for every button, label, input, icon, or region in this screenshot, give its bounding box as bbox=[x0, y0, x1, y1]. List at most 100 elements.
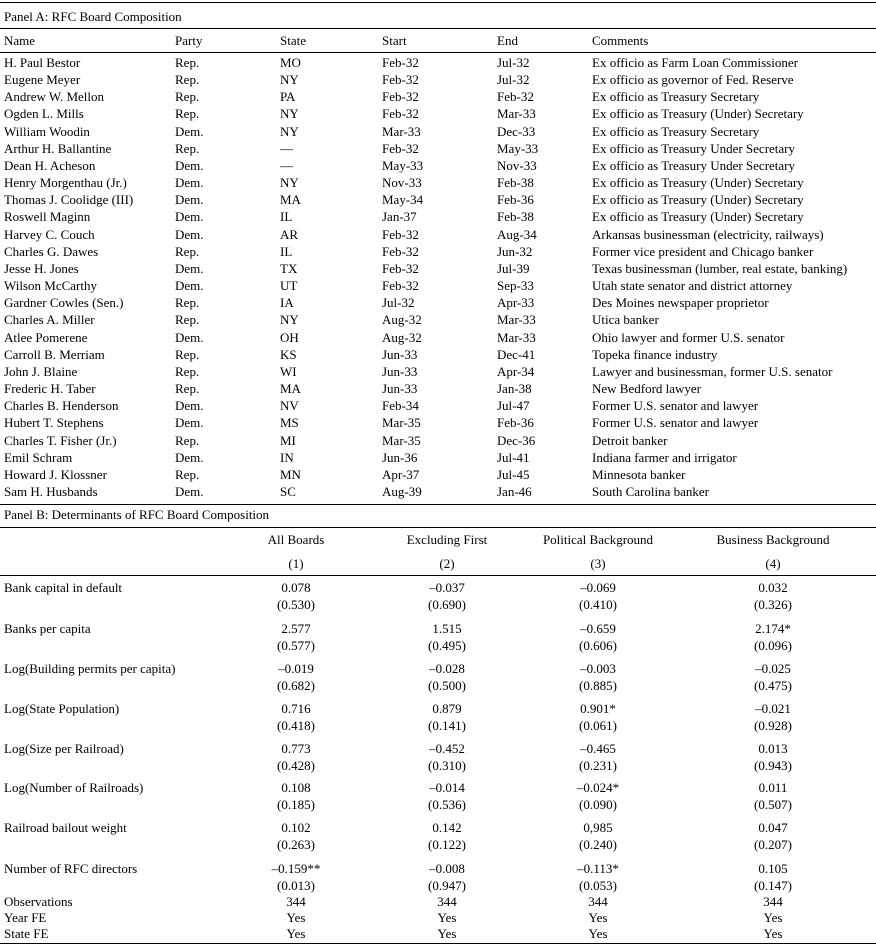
cell: Detroit banker bbox=[592, 432, 668, 448]
cell: Jul-32 bbox=[382, 295, 415, 311]
p-value: (0.090) bbox=[579, 797, 617, 812]
cell: Rep. bbox=[175, 466, 200, 482]
column-header: Political Background bbox=[542, 532, 654, 547]
cell: May-33 bbox=[382, 157, 424, 173]
cell: Yes bbox=[286, 926, 306, 941]
cell: Dec-36 bbox=[497, 432, 536, 448]
cell: TX bbox=[280, 260, 298, 276]
cell: Aug-39 bbox=[382, 484, 422, 499]
column-number: (3) bbox=[590, 556, 606, 571]
p-value: (0.928) bbox=[754, 718, 792, 733]
column-number: (4) bbox=[765, 556, 781, 571]
cell: Feb-32 bbox=[497, 89, 534, 105]
column-header: Comments bbox=[592, 33, 649, 48]
cell: Utah state senator and district attorney bbox=[592, 278, 793, 294]
cell: Frederic H. Taber bbox=[4, 381, 96, 397]
cell: Feb-38 bbox=[497, 209, 534, 225]
coefficient: 0.108 bbox=[281, 780, 311, 795]
cell: NY bbox=[280, 312, 299, 328]
cell: Dem. bbox=[175, 415, 204, 431]
cell: William Woodin bbox=[4, 123, 90, 139]
cell: Yes bbox=[437, 910, 457, 925]
cell: Rep. bbox=[175, 243, 200, 259]
coefficient: 0.105 bbox=[758, 861, 788, 876]
rule bbox=[0, 943, 876, 944]
cell: Jesse H. Jones bbox=[4, 260, 79, 276]
cell: Ex officio as Treasury (Under) Secretary bbox=[592, 175, 804, 191]
cell: Dem. bbox=[175, 484, 204, 499]
cell: Jun-36 bbox=[382, 449, 418, 465]
cell: Thomas J. Coolidge (III) bbox=[4, 192, 134, 208]
coefficient: 0.032 bbox=[758, 580, 788, 595]
cell: Yes bbox=[286, 910, 306, 925]
coefficient: –0.021 bbox=[755, 701, 791, 716]
coefficient: –0.014 bbox=[429, 780, 465, 795]
cell: Rep. bbox=[175, 312, 200, 328]
cell: Dem. bbox=[175, 226, 204, 242]
cell: Jun-32 bbox=[497, 243, 533, 259]
p-value: (0.495) bbox=[428, 638, 466, 653]
coefficient: –0.452 bbox=[429, 741, 465, 756]
cell: Sam H. Husbands bbox=[4, 484, 98, 499]
p-value: (0.326) bbox=[754, 597, 792, 612]
coefficient: –0.025 bbox=[755, 661, 791, 676]
cell: NY bbox=[280, 123, 299, 139]
cell: Sep-33 bbox=[497, 278, 534, 294]
p-value: (0.475) bbox=[754, 678, 792, 693]
p-value: (0.690) bbox=[428, 597, 466, 612]
cell: Des Moines newspaper proprietor bbox=[592, 295, 769, 311]
cell: Rep. bbox=[175, 55, 200, 70]
coefficient: 0.078 bbox=[281, 580, 311, 595]
p-value: (0.410) bbox=[579, 597, 617, 612]
cell: Apr-37 bbox=[382, 466, 420, 482]
cell: IA bbox=[280, 295, 294, 311]
cell: Andrew W. Mellon bbox=[4, 89, 105, 105]
cell: KS bbox=[280, 346, 297, 362]
p-value: (0.500) bbox=[428, 678, 466, 693]
rule bbox=[0, 575, 876, 576]
p-value: (0.141) bbox=[428, 718, 466, 733]
cell: Ogden L. Mills bbox=[4, 106, 84, 122]
cell: Emil Schram bbox=[4, 449, 73, 465]
coefficient: 0.011 bbox=[758, 780, 788, 795]
coefficient: 0.142 bbox=[432, 820, 462, 835]
cell: 344 bbox=[437, 894, 457, 909]
cell: Rep. bbox=[175, 381, 200, 397]
cell: Feb-32 bbox=[382, 89, 419, 105]
cell: MN bbox=[280, 466, 301, 482]
p-value: (0.682) bbox=[277, 678, 315, 693]
cell: Mar-35 bbox=[382, 415, 421, 431]
cell: Former U.S. senator and lawyer bbox=[592, 398, 759, 414]
cell: Rep. bbox=[175, 106, 200, 122]
coefficient: 0.901* bbox=[580, 701, 616, 716]
rule bbox=[0, 52, 876, 53]
column-header: Excluding First bbox=[406, 532, 488, 547]
cell: 344 bbox=[763, 894, 783, 909]
cell: — bbox=[280, 140, 293, 156]
cell: Henry Morgenthau (Jr.) bbox=[4, 175, 127, 191]
cell: Feb-32 bbox=[382, 72, 419, 88]
panel-b-title: Panel B: Determinants of RFC Board Compo… bbox=[4, 507, 270, 522]
coefficient: –0.659 bbox=[580, 621, 616, 636]
cell: Rep. bbox=[175, 363, 200, 379]
cell: MI bbox=[280, 432, 296, 448]
p-value: (0.418) bbox=[277, 718, 315, 733]
cell: Utica banker bbox=[592, 312, 659, 328]
cell: May-33 bbox=[497, 140, 539, 156]
cell: Ex officio as Treasury Under Secretary bbox=[592, 157, 796, 173]
rule bbox=[0, 527, 876, 528]
column-header: Business Background bbox=[716, 532, 830, 547]
p-value: (0.530) bbox=[277, 597, 315, 612]
coefficient: –0.019 bbox=[278, 661, 314, 676]
p-value: (0.885) bbox=[579, 678, 617, 693]
cell: Rep. bbox=[175, 346, 200, 362]
cell: Rep. bbox=[175, 432, 200, 448]
cell: Yes bbox=[763, 926, 783, 941]
coefficient: –0.024* bbox=[576, 780, 620, 795]
rule bbox=[0, 28, 876, 29]
cell: NV bbox=[280, 398, 299, 414]
cell: MA bbox=[280, 381, 301, 397]
cell: Aug-34 bbox=[497, 226, 537, 242]
cell: Charles B. Henderson bbox=[4, 398, 119, 414]
coefficient: 0.879 bbox=[432, 701, 462, 716]
